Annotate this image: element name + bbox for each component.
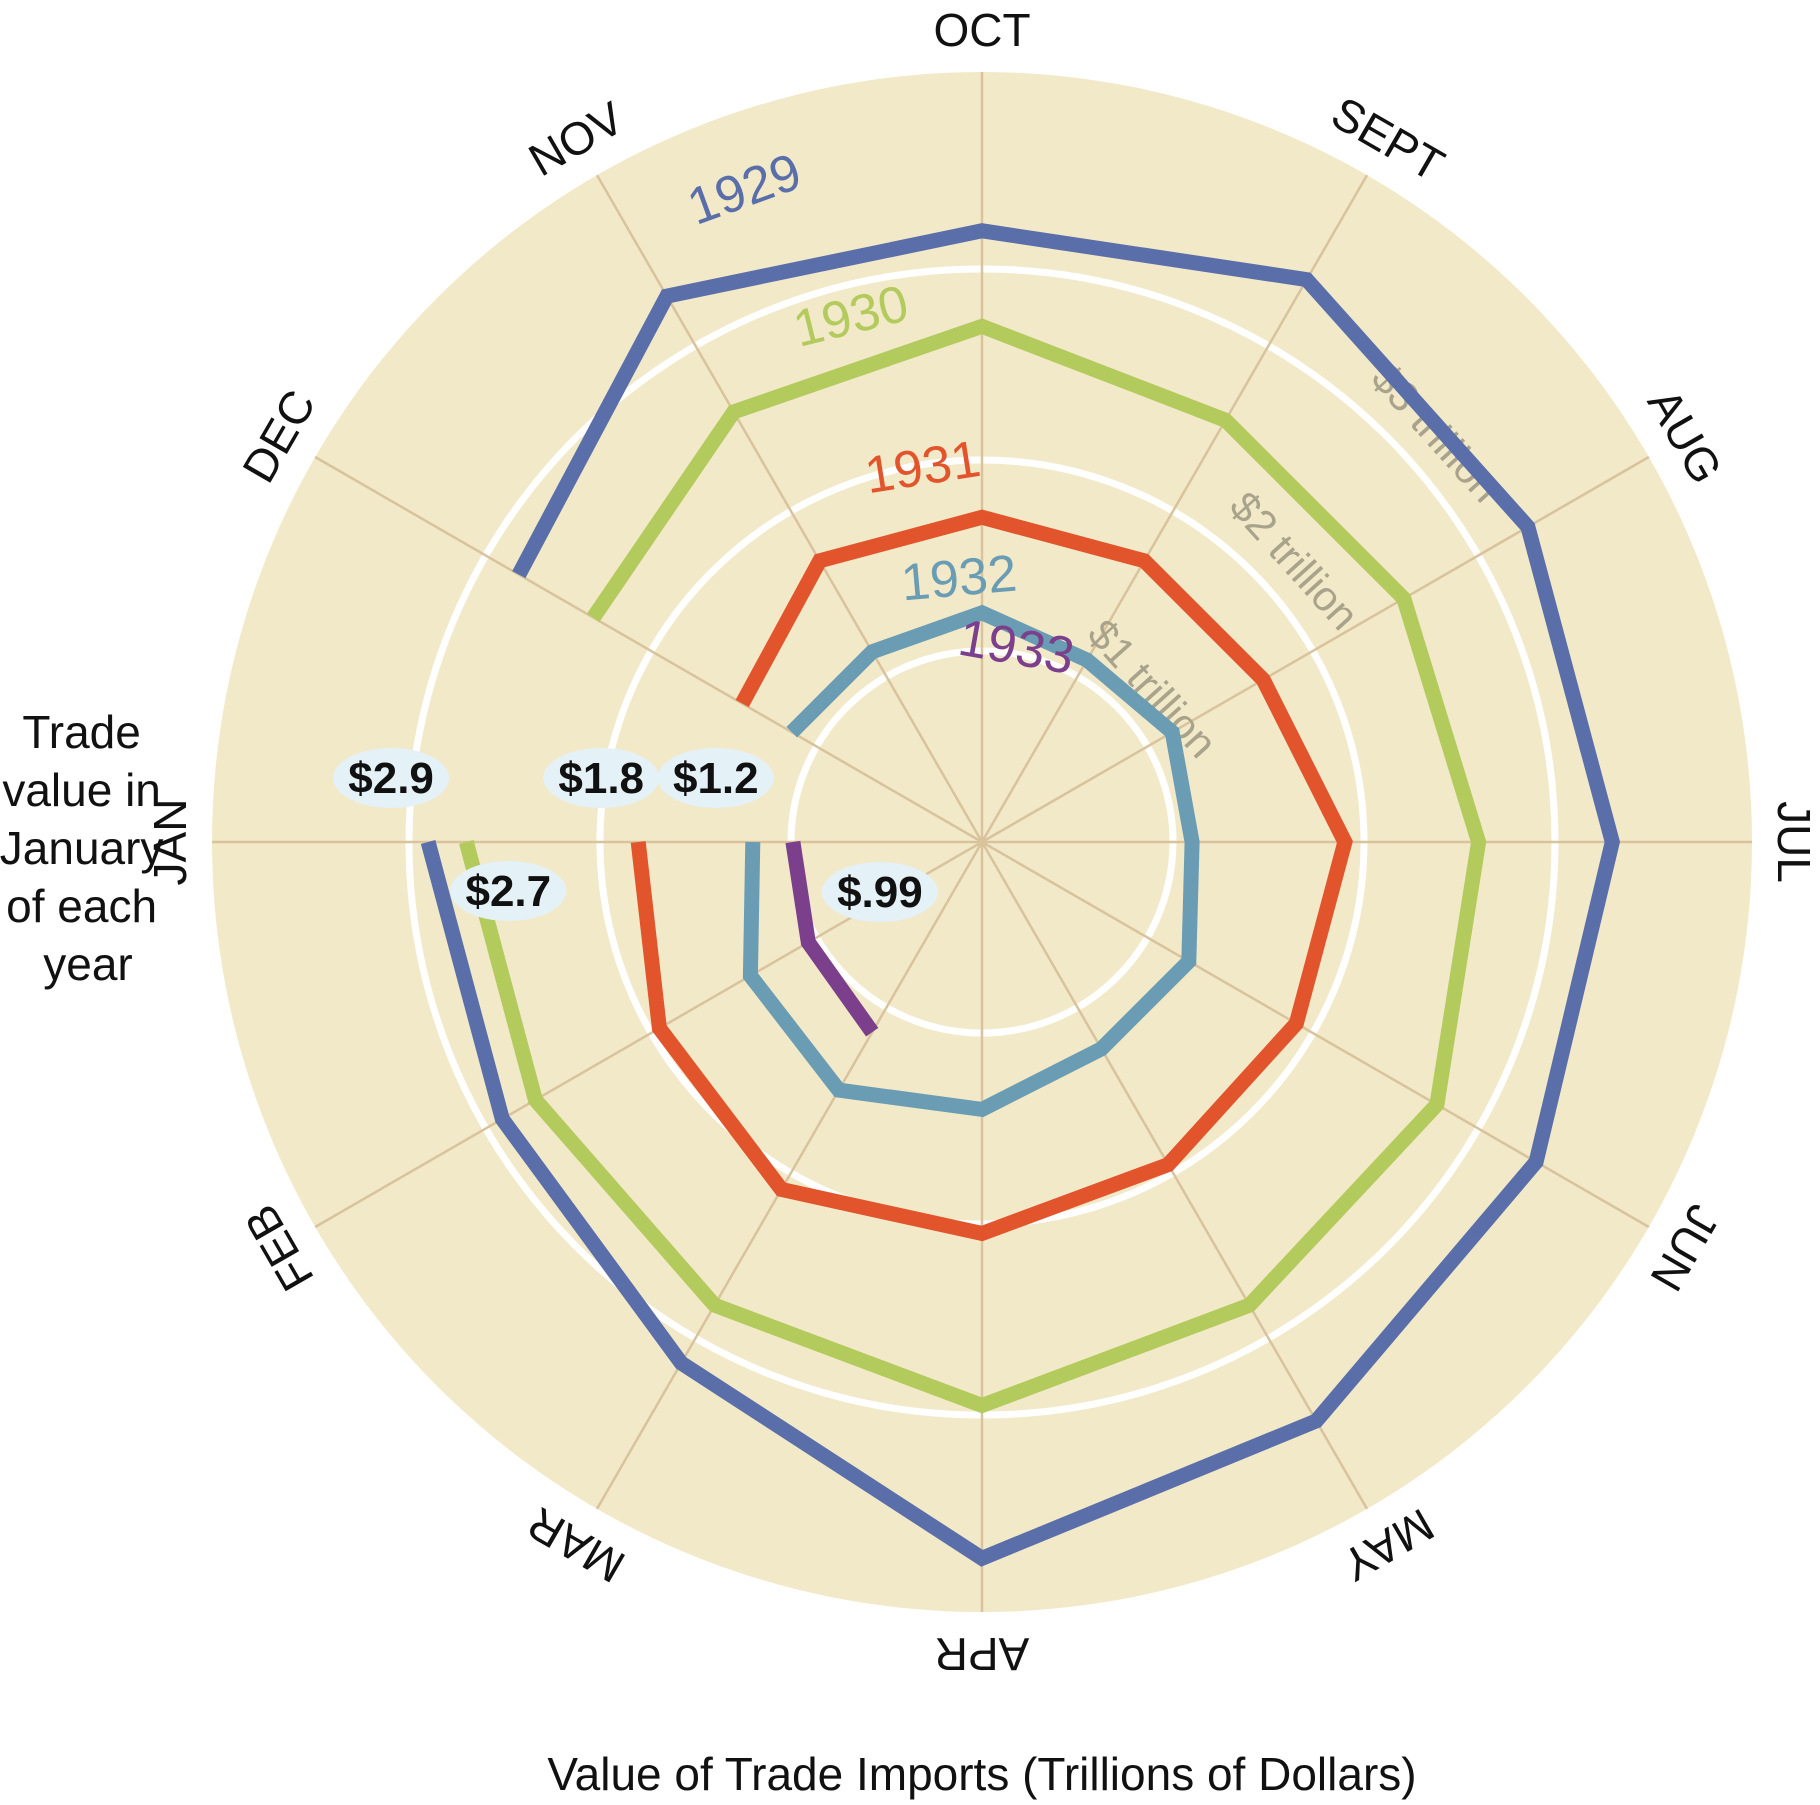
january-note-line: Trade (22, 706, 140, 758)
callout-bubble (821, 862, 938, 922)
callout-value: $.99 (837, 868, 923, 917)
callout-bubble (333, 748, 450, 808)
january-note-line: of each (6, 880, 157, 932)
january-callout: $2.7 (450, 861, 567, 921)
january-note: Trade value in January of each year (0, 706, 176, 990)
january-callout: $.99 (821, 862, 938, 922)
series-line-1930 (459, 318, 1487, 1414)
series-lines (420, 223, 1621, 1567)
series-line-1932 (742, 604, 1200, 1118)
month-label-oct: OCT (933, 4, 1030, 56)
month-label-apr: APR (935, 1628, 1030, 1680)
series-line-1933 (785, 840, 879, 1037)
callout-value: $1.8 (558, 754, 644, 803)
series-line-1931 (630, 509, 1353, 1242)
year-label-1932: 1932 (899, 545, 1019, 613)
january-callout: $2.9 (333, 748, 450, 808)
callout-bubble (657, 748, 774, 808)
spoke-gridline (314, 455, 983, 844)
january-callouts: $2.9 $2.7 $1.8 $1.2 $.99 (333, 748, 938, 922)
callout-bubble (543, 748, 660, 808)
january-note-line: year (43, 938, 132, 990)
january-note-line: January (0, 822, 163, 874)
january-callout: $1.8 (543, 748, 660, 808)
callout-value: $2.7 (465, 867, 551, 916)
spoke-gridline (595, 841, 984, 1510)
spoke-gridline (595, 174, 984, 843)
x-axis-label: Value of Trade Imports (Trillions of Dol… (547, 1748, 1416, 1800)
month-label-jul: JUL (1768, 801, 1820, 883)
series-line-1929 (420, 223, 1621, 1567)
callout-bubble (450, 861, 567, 921)
january-note-line: value in (2, 764, 161, 816)
spoke-gridline (981, 455, 1650, 844)
callout-value: $1.2 (673, 754, 759, 803)
callout-value: $2.9 (348, 754, 434, 803)
month-label-jan: JAN (144, 799, 196, 886)
spoke-gridline (980, 841, 1369, 1510)
january-callout: $1.2 (657, 748, 774, 808)
